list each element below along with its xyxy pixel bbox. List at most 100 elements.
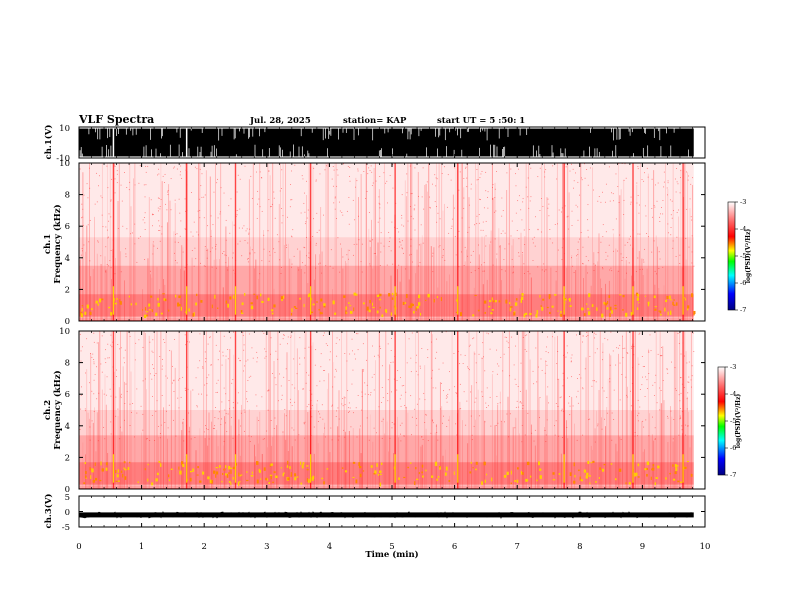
speckle	[621, 259, 623, 261]
speckle	[396, 389, 398, 391]
speckle	[487, 191, 489, 193]
speckle	[439, 245, 441, 247]
speckle	[611, 439, 613, 441]
speckle	[120, 426, 121, 428]
speckle	[120, 347, 122, 349]
speckle	[243, 349, 245, 351]
speckle	[465, 424, 467, 426]
intense-patch	[263, 467, 266, 471]
intense-patch	[647, 303, 650, 307]
intense-patch	[189, 470, 193, 473]
speckle	[487, 207, 489, 209]
speckle	[266, 430, 268, 432]
speckle	[602, 224, 604, 226]
speckle	[177, 397, 179, 399]
intense-patch	[192, 468, 195, 472]
speckle	[597, 200, 599, 202]
speckle	[202, 366, 204, 368]
speckle	[474, 224, 475, 226]
speckle	[621, 163, 623, 164]
intense-patch	[197, 466, 199, 469]
speckle	[416, 418, 417, 420]
speckle	[259, 206, 261, 208]
speckle	[530, 196, 532, 198]
speckle	[391, 391, 392, 393]
speckle	[102, 226, 104, 228]
speckle	[557, 223, 558, 225]
speckle	[594, 264, 596, 266]
speckle	[405, 391, 407, 393]
speckle	[209, 251, 211, 253]
speckle	[270, 337, 272, 339]
speckle	[615, 218, 617, 220]
intense-patch	[232, 476, 234, 480]
intense-patch	[505, 299, 508, 304]
speckle	[584, 368, 586, 370]
speckle	[159, 433, 161, 434]
speckle	[217, 178, 218, 180]
speckle	[667, 194, 668, 196]
intense-patch	[411, 303, 414, 306]
speckle	[521, 441, 523, 443]
speckle	[187, 412, 189, 414]
speckle	[158, 210, 159, 212]
speckle	[467, 255, 469, 257]
speckle	[350, 426, 352, 428]
intense-patch	[369, 299, 371, 304]
speckle	[460, 354, 462, 356]
intense-patch	[456, 299, 458, 302]
colorbar-tick-label: -6	[730, 444, 736, 452]
speckle	[471, 434, 473, 436]
speckle	[544, 176, 546, 178]
speckle	[126, 187, 128, 188]
speckle	[248, 435, 250, 437]
ch3-waveform-ylabel: ch.3(V)	[43, 494, 54, 529]
intense-patch	[536, 310, 539, 314]
speckle	[336, 370, 337, 372]
speckle	[672, 438, 674, 440]
speckle	[294, 387, 296, 389]
speckle	[223, 335, 225, 337]
speckle	[337, 439, 339, 441]
speckle	[279, 190, 281, 192]
speckle	[304, 247, 306, 249]
ch2-spectrogram-ylabel-frequency: Frequency (kHz)	[52, 370, 63, 449]
speckle	[327, 344, 329, 346]
speckle	[622, 335, 623, 337]
speckle	[352, 369, 354, 371]
intense-patch	[637, 476, 640, 478]
speckle	[630, 203, 632, 205]
speckle	[109, 388, 111, 390]
speckle	[108, 265, 109, 267]
speckle	[348, 249, 350, 251]
speckle	[110, 433, 112, 435]
speckle	[549, 238, 551, 240]
speckle	[185, 163, 187, 165]
intense-patch	[410, 303, 413, 307]
speckle	[467, 367, 469, 369]
speckle	[194, 166, 196, 168]
speckle	[155, 373, 157, 374]
speckle	[480, 229, 482, 231]
speckle	[281, 399, 283, 401]
speckle	[472, 338, 474, 340]
speckle	[475, 362, 477, 364]
speckle	[572, 168, 574, 170]
speckle	[320, 353, 322, 355]
intense-patch	[319, 311, 322, 315]
speckle	[589, 355, 591, 357]
speckle	[573, 272, 575, 274]
ch3-ytick-bottom: -5	[62, 523, 70, 533]
speckle	[415, 362, 417, 364]
speckle	[468, 226, 470, 228]
intense-patch	[137, 481, 140, 483]
speckle	[308, 346, 310, 348]
speckle	[410, 371, 412, 373]
intense-patch	[114, 302, 117, 305]
intense-patch	[670, 312, 672, 315]
speckle	[691, 386, 692, 388]
speckle	[468, 369, 470, 371]
speckle	[431, 420, 433, 422]
intense-patch	[196, 474, 199, 476]
speckle	[381, 365, 383, 367]
